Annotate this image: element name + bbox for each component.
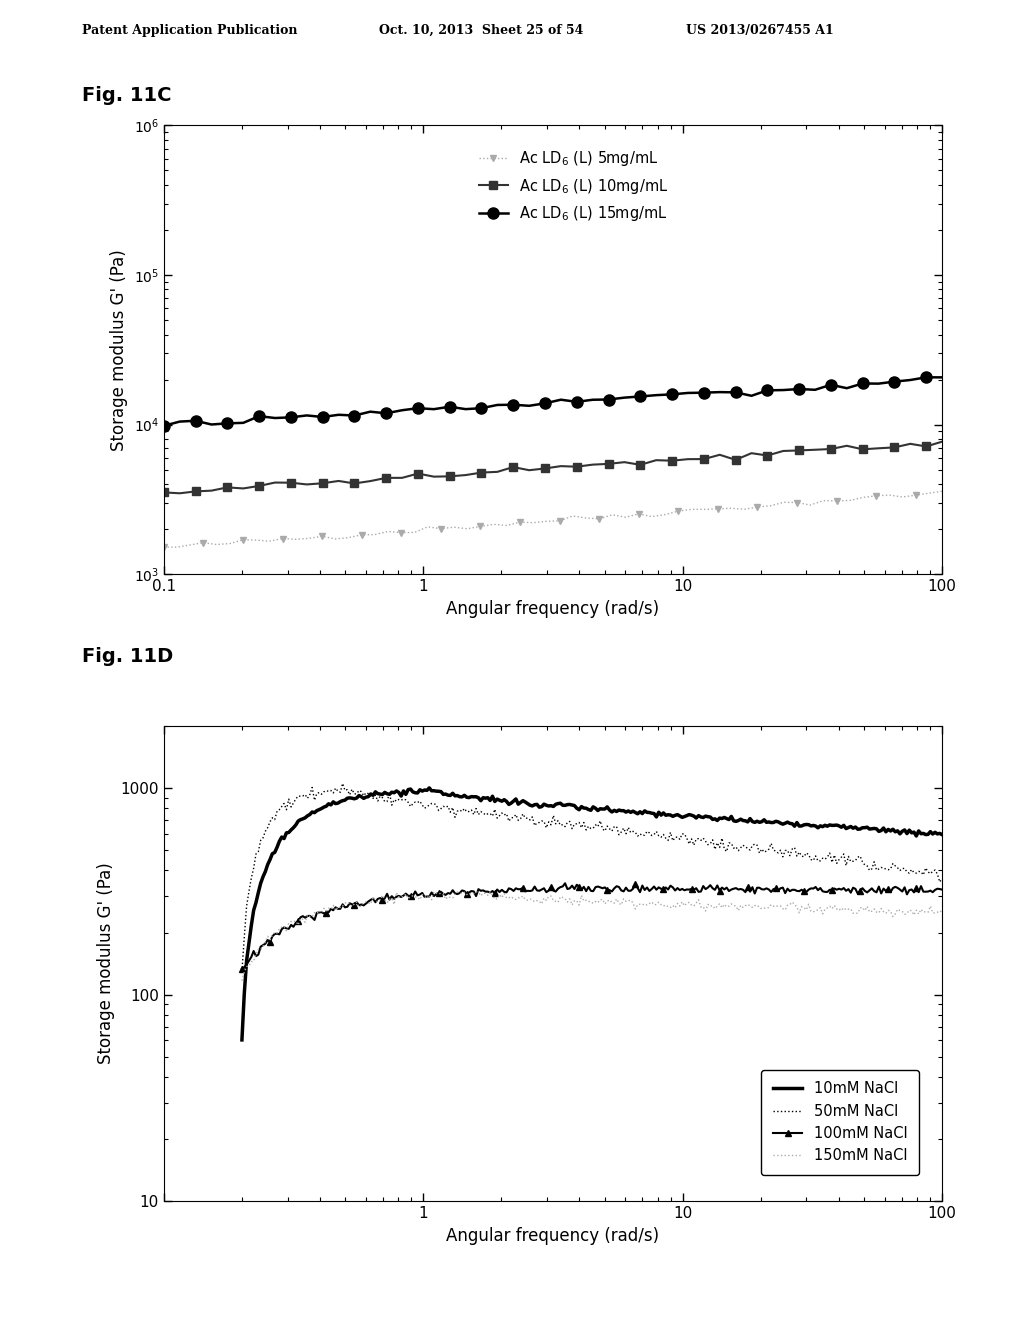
Text: Fig. 11D: Fig. 11D — [82, 647, 173, 665]
Text: Oct. 10, 2013  Sheet 25 of 54: Oct. 10, 2013 Sheet 25 of 54 — [379, 24, 584, 37]
Text: Patent Application Publication: Patent Application Publication — [82, 24, 297, 37]
Y-axis label: Storage modulus G' (Pa): Storage modulus G' (Pa) — [97, 863, 115, 1064]
Text: Fig. 11C: Fig. 11C — [82, 86, 171, 104]
Y-axis label: Storage modulus G' (Pa): Storage modulus G' (Pa) — [110, 249, 128, 450]
X-axis label: Angular frequency (rad/s): Angular frequency (rad/s) — [446, 1226, 659, 1245]
Legend: Ac LD$_6$ (L) 5mg/mL, Ac LD$_6$ (L) 10mg/mL, Ac LD$_6$ (L) 15mg/mL: Ac LD$_6$ (L) 5mg/mL, Ac LD$_6$ (L) 10mg… — [467, 137, 680, 235]
X-axis label: Angular frequency (rad/s): Angular frequency (rad/s) — [446, 599, 659, 618]
Legend: 10mM NaCl, 50mM NaCl, 100mM NaCl, 150mM NaCl: 10mM NaCl, 50mM NaCl, 100mM NaCl, 150mM … — [762, 1069, 920, 1175]
Text: US 2013/0267455 A1: US 2013/0267455 A1 — [686, 24, 834, 37]
